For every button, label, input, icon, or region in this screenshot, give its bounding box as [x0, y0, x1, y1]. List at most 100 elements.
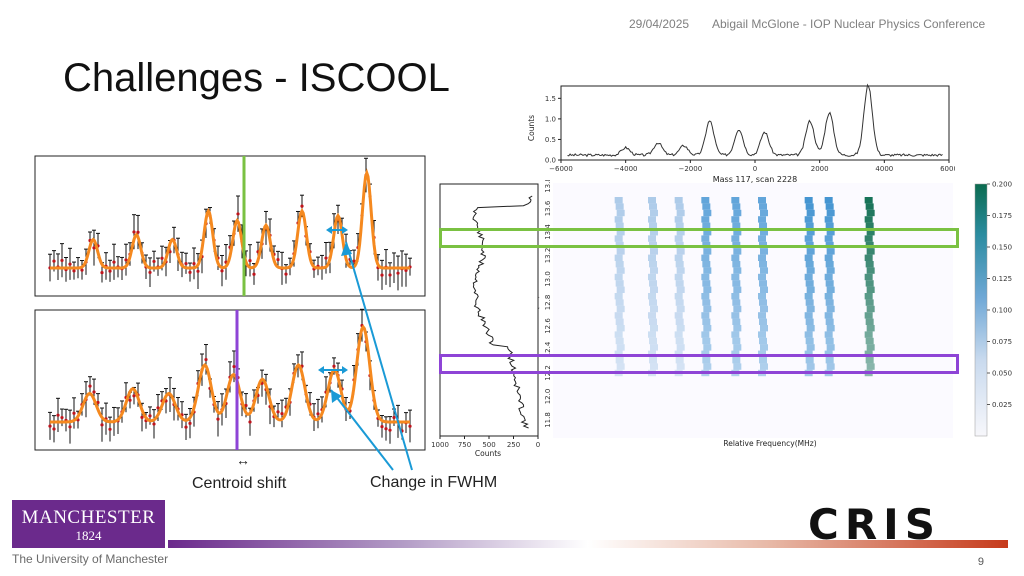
heatmap-cell: [650, 267, 658, 274]
counts-xtick-label: 0: [536, 441, 540, 449]
heatmap-cell: [758, 254, 766, 261]
heatmap-cell: [826, 305, 835, 313]
fit-datapoint: [248, 420, 252, 424]
heatmap-cell: [825, 280, 834, 287]
heatmap-cell: [702, 280, 711, 287]
heatmap-cell: [648, 235, 656, 242]
heatmap-cell: [804, 235, 813, 242]
heatmap-cell: [804, 216, 813, 223]
heatmap-cell: [674, 216, 683, 223]
heatmap-cell: [760, 363, 768, 370]
heatmap-cell: [649, 318, 657, 325]
heatmap-cell: [758, 293, 766, 300]
heatmap-cell: [650, 229, 658, 236]
heatmap-cell: [615, 222, 624, 229]
heatmap-ytick-label: 13.8: [544, 180, 552, 193]
fit-datapoint: [244, 403, 248, 408]
heatmap-cell: [758, 197, 766, 204]
university-name: The University of Manchester: [12, 552, 169, 566]
fit-datapoint: [236, 212, 240, 216]
heatmap-cell: [864, 273, 873, 281]
heatmap-cell: [676, 229, 685, 236]
heatmap-ytick-label: 12.4: [544, 341, 552, 357]
heatmap-cell: [648, 254, 656, 261]
fit-datapoint: [248, 259, 252, 263]
spectrum-ytick-label: 1.5: [545, 95, 556, 103]
spectrum-xtick-label: −2000: [678, 165, 702, 173]
heatmap-cell: [703, 209, 712, 217]
heatmap-cell: [675, 318, 684, 325]
heatmap-cell: [825, 203, 834, 210]
heatmap-cell: [648, 312, 656, 319]
heatmap-cell: [732, 203, 741, 210]
heatmap-cell: [805, 357, 814, 364]
heatmap-cell: [824, 235, 833, 242]
spectrum-xtick-label: 0: [753, 165, 757, 173]
counts-plot-area: [439, 183, 539, 437]
header-event: Abigail McGlone - IOP Nuclear Physics Co…: [712, 17, 986, 31]
spectrum-ytick-label: 1.0: [545, 115, 556, 123]
heatmap-cell: [649, 337, 657, 345]
fit-datapoint: [232, 364, 236, 369]
heatmap-cell: [866, 325, 875, 332]
fit-datapoint: [152, 422, 156, 426]
fit-datapoint: [324, 256, 328, 260]
heatmap-cell: [614, 235, 623, 242]
heatmap-cell: [804, 197, 813, 204]
heatmap-cell: [701, 197, 710, 204]
heatmap-cell: [702, 203, 711, 210]
fit-datapoint: [220, 269, 224, 273]
heatmap-cell: [824, 331, 833, 338]
heatmap-cell: [732, 318, 741, 325]
spectrum-y-ticks: 0.0 0.5 1.0 1.5: [545, 95, 561, 165]
arrow-to-bottom-fwhm: [330, 389, 394, 471]
heatmap-cell: [866, 267, 875, 274]
heatmap-cell: [758, 273, 766, 281]
heatmap-cell: [759, 280, 767, 287]
heatmap-cell: [674, 312, 683, 319]
heatmap-cell: [825, 357, 834, 364]
cris-logo: CRIS: [808, 502, 988, 548]
fit-datapoint: [108, 427, 112, 431]
heatmap-cell: [676, 325, 685, 332]
heatmap-cell: [650, 363, 658, 370]
heatmap-cell: [675, 222, 684, 229]
centroid-shift-arrow: ↔: [236, 452, 250, 468]
fit-datapoint: [280, 412, 284, 416]
heatmap-cell: [732, 337, 741, 345]
fit-datapoint: [92, 246, 96, 250]
colorbar-tick-label: 0.050: [992, 370, 1012, 378]
header-date: 29/04/2025: [629, 17, 690, 31]
heatmap-cell: [614, 350, 623, 357]
fit-datapoint: [276, 257, 280, 262]
heatmap-cell: [804, 331, 813, 338]
heatmap-cell: [804, 293, 813, 300]
fwhm-change-label: Change in FWHM: [370, 474, 498, 491]
heatmap-cell: [731, 293, 740, 300]
heatmap-cell: [824, 216, 833, 223]
heatmap-cell: [826, 267, 835, 274]
heatmap-cell: [805, 318, 814, 325]
heatmap-cell: [866, 209, 875, 217]
fit-datapoint: [252, 272, 256, 276]
heatmap-cell: [760, 344, 768, 351]
heatmap-cell: [806, 229, 815, 236]
heatmap-ytick-label: 13.4: [544, 224, 552, 240]
heatmap-cell: [732, 261, 741, 268]
heatmap-cell: [864, 216, 873, 223]
fit-datapoint: [128, 398, 132, 402]
fit-datapoint: [100, 271, 104, 275]
fit-datapoint: [96, 400, 100, 405]
fit-datapoint: [148, 270, 152, 275]
heatmap-cell: [731, 350, 740, 357]
fit-datapoint: [160, 256, 164, 260]
heatmap-cell: [805, 261, 814, 268]
fit-datapoint: [60, 415, 64, 420]
fit-datapoint: [184, 261, 188, 266]
heatmap-cell: [616, 286, 625, 293]
counts-xtick-label: 500: [482, 441, 495, 449]
heatmap-cell: [648, 350, 656, 357]
heatmap-cell: [616, 248, 625, 255]
fit-datapoint: [140, 415, 144, 419]
